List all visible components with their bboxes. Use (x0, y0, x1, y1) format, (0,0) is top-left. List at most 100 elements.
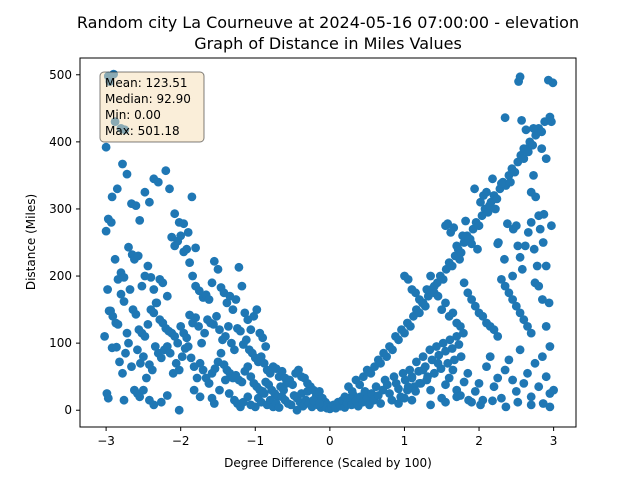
scatter-point (173, 338, 183, 348)
scatter-point (234, 262, 244, 272)
scatter-point (191, 313, 201, 322)
scatter-point (482, 187, 491, 197)
scatter-point (194, 322, 204, 331)
scatter-point (519, 154, 529, 164)
scatter-point (537, 144, 547, 154)
scatter-point (182, 244, 192, 254)
scatter-point (195, 358, 205, 368)
scatter-point (403, 275, 413, 284)
scatter-point (501, 402, 511, 412)
scatter-point (461, 216, 470, 226)
scatter-point (412, 357, 421, 367)
scatter-point (488, 396, 497, 406)
scatter-point (209, 256, 219, 266)
scatter-point (523, 368, 532, 378)
scatter-point (382, 352, 391, 361)
scatter-point (209, 399, 219, 408)
scatter-point (418, 352, 428, 361)
scatter-point (504, 288, 514, 298)
scatter-point (100, 332, 109, 341)
scatter-point (426, 271, 435, 281)
y-tick-label: 100 (49, 336, 72, 350)
scatter-point (382, 380, 392, 390)
scatter-point (149, 400, 159, 410)
x-tick-label: 2 (475, 434, 483, 448)
scatter-point (197, 338, 207, 348)
y-tick-label: 500 (49, 68, 72, 82)
scatter-point (183, 228, 193, 237)
scatter-point (519, 379, 529, 388)
scatter-point (212, 311, 221, 321)
scatter-point (528, 140, 538, 150)
scatter-point (405, 365, 415, 375)
scatter-point (259, 389, 269, 398)
scatter-point (162, 291, 172, 301)
scatter-point (464, 395, 473, 405)
scatter-point (531, 192, 541, 202)
x-tick-label: −2 (172, 434, 190, 448)
scatter-point (170, 209, 180, 219)
scatter-point (548, 78, 558, 88)
scatter-point (544, 298, 554, 308)
scatter-point (315, 399, 324, 408)
scatter-point (139, 385, 148, 395)
scatter-point (515, 308, 525, 318)
stats-median: Median: 92.90 (105, 92, 191, 106)
scatter-point (171, 358, 181, 368)
scatter-point (241, 335, 251, 345)
scatter-point (124, 338, 133, 348)
scatter-point (288, 380, 297, 390)
scatter-point (476, 400, 485, 410)
scatter-point (294, 365, 303, 375)
scatter-point (355, 380, 365, 390)
scatter-point (121, 348, 130, 358)
scatter-point (347, 387, 357, 396)
scatter-point (523, 322, 532, 331)
scatter-point (515, 345, 525, 355)
scatter-point (376, 399, 385, 408)
scatter-point (448, 308, 458, 318)
scatter-point (388, 345, 397, 355)
scatter-point (467, 295, 476, 304)
scatter-point (521, 125, 531, 135)
scatter-point (162, 391, 172, 400)
scatter-point (483, 207, 493, 217)
scatter-point (456, 352, 466, 361)
scatter-point (448, 365, 458, 375)
scatter-point (227, 338, 236, 348)
scatter-point (541, 261, 551, 271)
scatter-point (538, 399, 548, 408)
scatter-point (454, 340, 464, 349)
scatter-point (360, 387, 370, 396)
scatter-point (101, 142, 111, 152)
scatter-point (459, 377, 469, 387)
scatter-point (122, 169, 132, 179)
scatter-point (292, 405, 302, 415)
scatter-point (216, 348, 226, 358)
scatter-point (122, 328, 132, 338)
scatter-point (513, 241, 523, 251)
scatter-point (491, 204, 500, 214)
stats-max: Max: 501.18 (105, 124, 180, 138)
scatter-point (189, 385, 199, 395)
scatter-point (259, 358, 269, 368)
scatter-point (265, 368, 275, 378)
scatter-point (158, 278, 168, 288)
scatter-point (549, 385, 558, 395)
scatter-point (200, 328, 210, 338)
scatter-point (112, 342, 121, 352)
scatter-point (261, 342, 271, 351)
scatter-point (209, 320, 218, 329)
scatter-point (530, 358, 540, 368)
scatter-point (474, 379, 484, 388)
scatter-point (493, 332, 503, 341)
scatter-point (437, 305, 447, 314)
scatter-point (500, 113, 510, 123)
scatter-point (520, 241, 530, 251)
scatter-point (252, 305, 262, 314)
scatter-point (459, 278, 469, 288)
scatter-point (103, 393, 113, 403)
scatter-point (503, 219, 512, 229)
scatter-point (135, 216, 145, 225)
scatter-point (541, 154, 551, 164)
